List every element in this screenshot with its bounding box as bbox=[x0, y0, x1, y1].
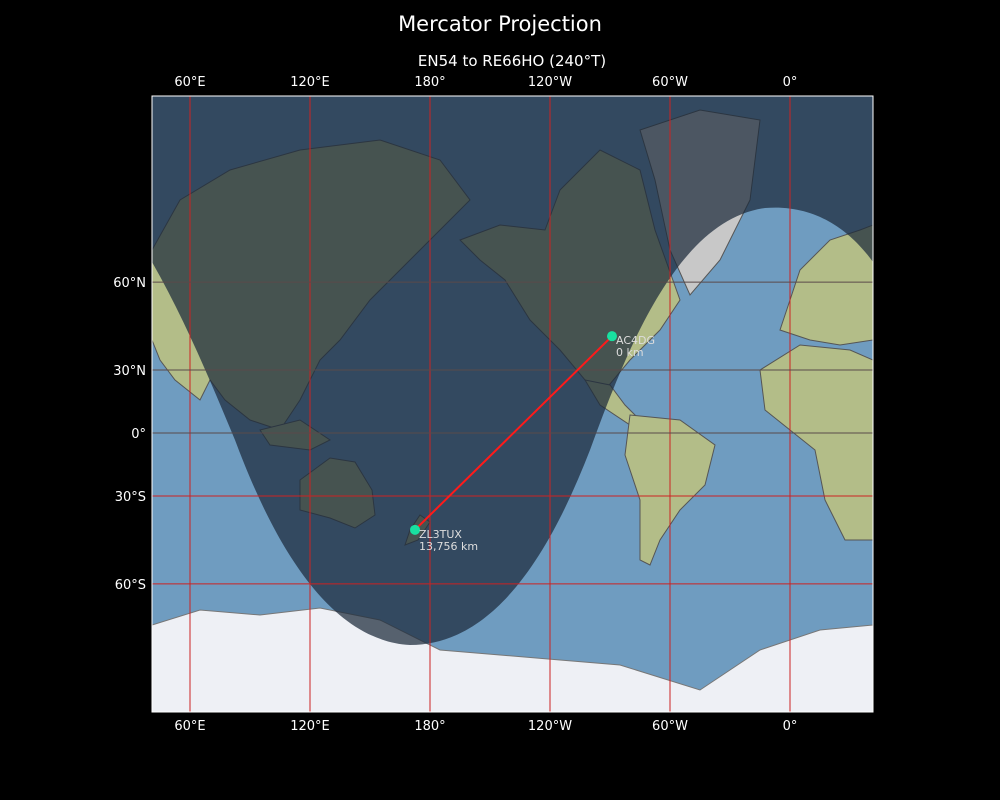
station-callsign: AC4DG bbox=[616, 334, 655, 347]
lon-tick-label: 60°E bbox=[174, 75, 205, 90]
lon-tick-label: 180° bbox=[414, 75, 445, 90]
lat-tick-label: 60°N bbox=[113, 276, 146, 291]
great-circle-path bbox=[414, 335, 613, 531]
lat-tick-label: 0° bbox=[131, 427, 146, 442]
antarctica bbox=[152, 607, 873, 712]
lon-tick-label: 0° bbox=[783, 75, 798, 90]
map-frame bbox=[151, 95, 874, 713]
lon-tick-label: 0° bbox=[783, 719, 798, 734]
lon-tick-label: 60°W bbox=[652, 719, 688, 734]
lon-tick-label: 180° bbox=[414, 719, 445, 734]
lat-tick-label: 30°S bbox=[115, 490, 146, 505]
chart-title: Mercator Projection bbox=[398, 12, 602, 36]
station-distance: 13,756 km bbox=[419, 540, 478, 553]
station-distance: 0 km bbox=[616, 346, 644, 359]
lon-tick-label: 120°E bbox=[290, 719, 330, 734]
station-callsign: ZL3TUX bbox=[419, 528, 462, 541]
lat-tick-label: 30°N bbox=[113, 364, 146, 379]
station-marker bbox=[607, 331, 617, 342]
station-marker bbox=[410, 524, 420, 535]
lon-tick-label: 60°E bbox=[174, 719, 205, 734]
chart-subtitle: EN54 to RE66HO (240°T) bbox=[417, 52, 607, 70]
lon-tick-label: 120°W bbox=[528, 719, 572, 734]
lat-tick-label: 60°S bbox=[115, 578, 146, 593]
lon-tick-label: 120°W bbox=[528, 75, 572, 90]
lon-tick-label: 60°W bbox=[652, 75, 688, 90]
lon-tick-label: 120°E bbox=[290, 75, 330, 90]
